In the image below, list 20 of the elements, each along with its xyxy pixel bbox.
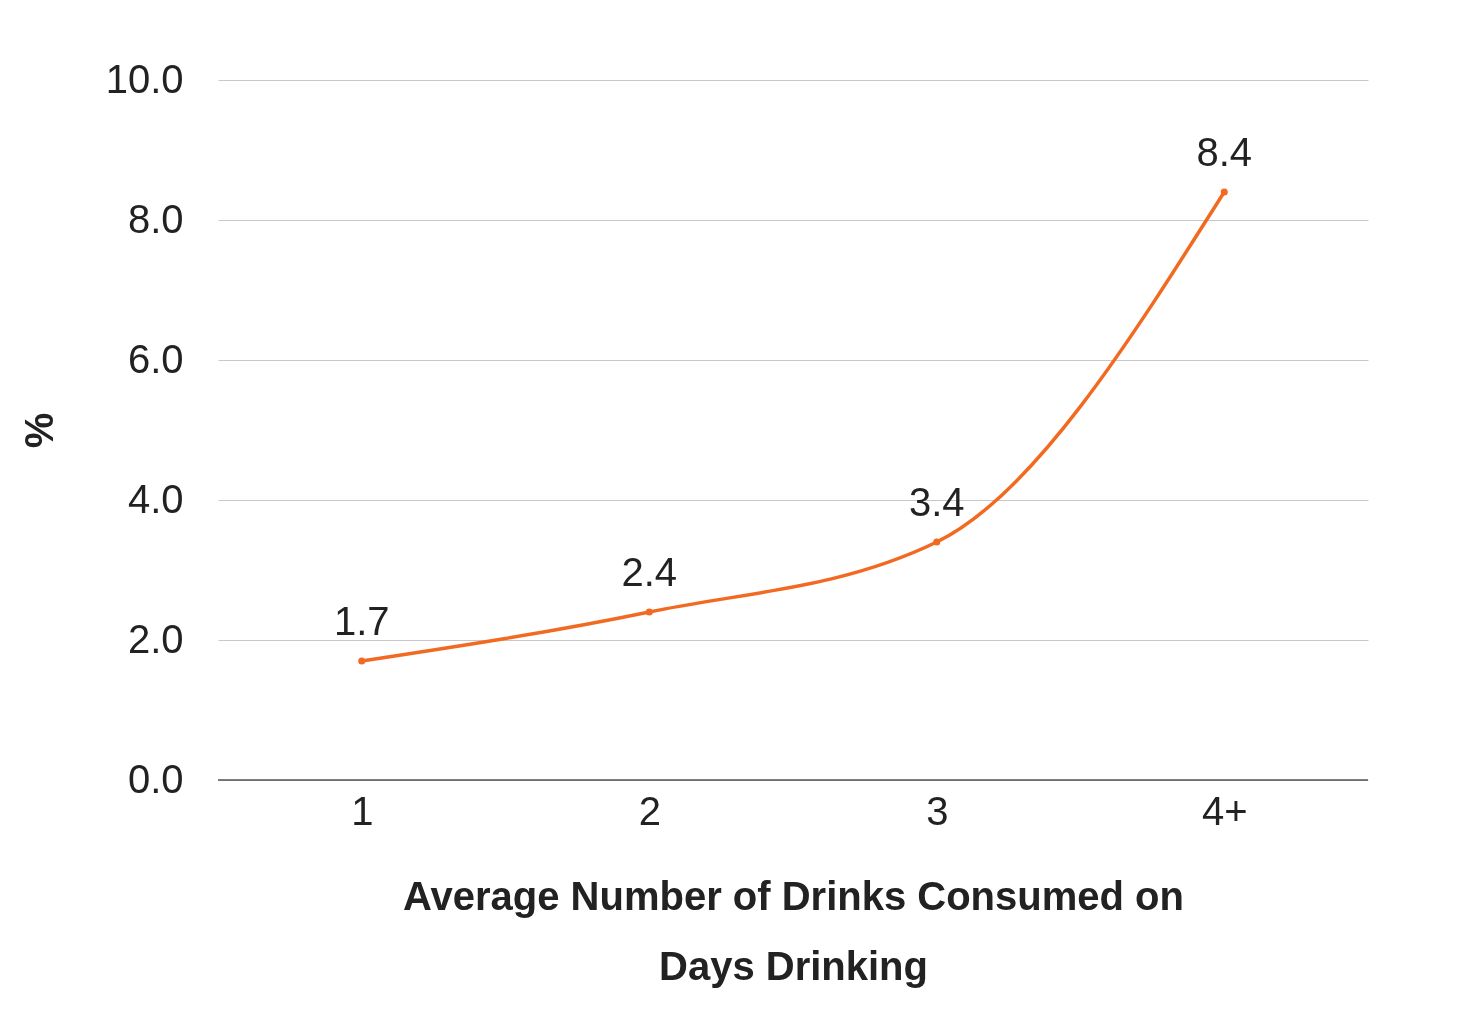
y-tick-label: 2.0 [127,616,184,661]
x-tick-label: 4+ [1201,788,1248,833]
y-axis-title: % [16,412,61,449]
x-axis-title: Average Number of Drinks Consumed on Days Drinking [403,873,1184,988]
y-tick-label: 10.0 [105,56,184,101]
x-tick-label: 1 [351,788,374,833]
y-tick-label: 8.0 [127,196,184,241]
y-tick-label: 4.0 [127,476,184,521]
point [1220,188,1228,196]
data-label: 3.4 [908,480,965,524]
y-tick-label: 6.0 [127,336,184,381]
point [933,538,941,546]
point [358,657,366,665]
x-tick-label: 3 [926,788,949,833]
data-label: 8.4 [1196,130,1253,174]
y-tick-label: 0.0 [127,756,184,801]
point [645,608,653,616]
data-label: 1.7 [333,599,390,643]
x-tick-label: 2 [638,788,661,833]
data-label: 2.4 [621,550,678,594]
